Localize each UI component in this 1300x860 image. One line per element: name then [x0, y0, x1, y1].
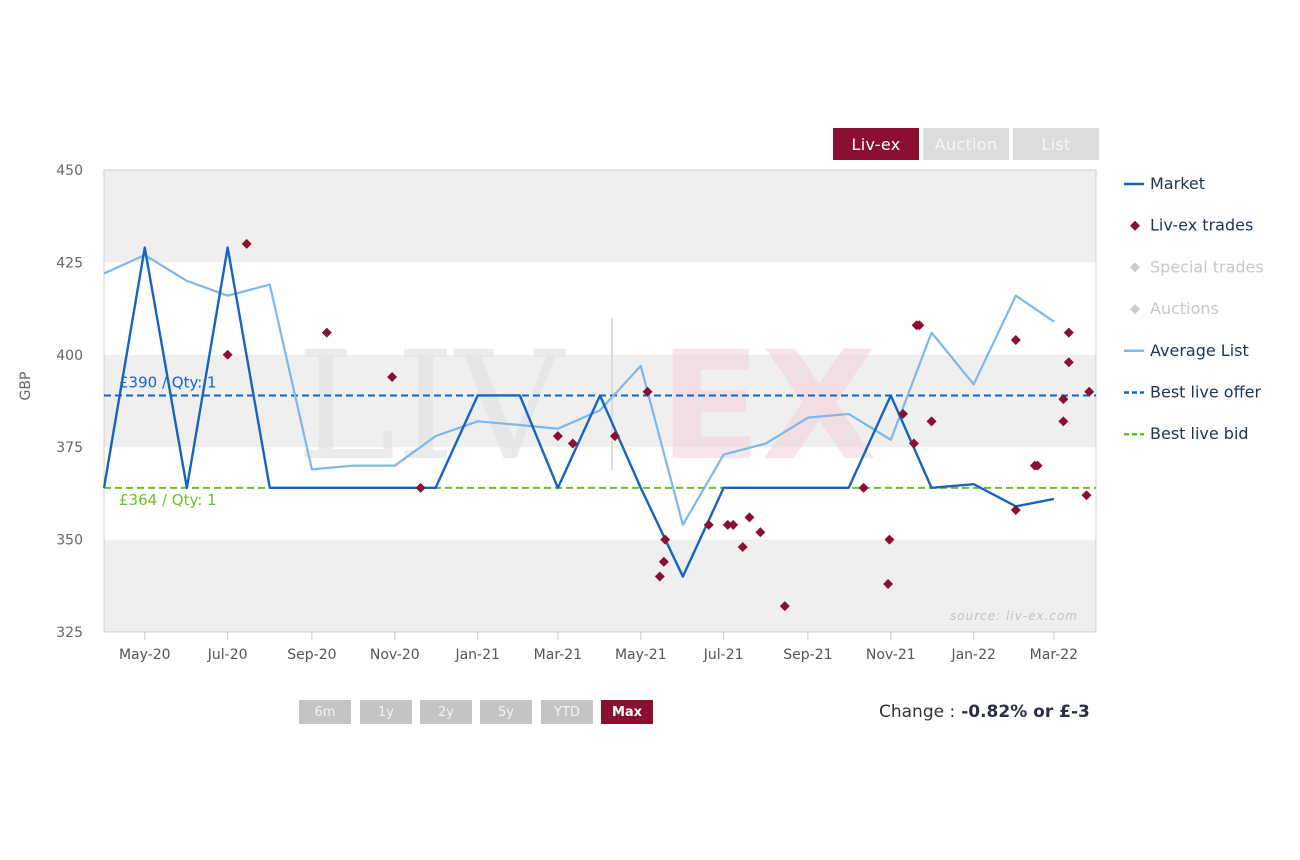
legend-item-label[interactable]: Best live offer — [1150, 383, 1261, 402]
legend-diamond-symbol — [1130, 304, 1140, 315]
trade-point — [241, 238, 252, 249]
trade-point — [567, 438, 578, 449]
y-tick-label: 450 — [56, 163, 83, 179]
trade-point — [858, 482, 869, 493]
trade-point — [1063, 327, 1074, 338]
change-readout: Change : -0.82% or £-3 — [879, 700, 1090, 724]
y-axis-label: GBP — [18, 372, 34, 401]
range-5y-button[interactable]: 5y — [480, 700, 532, 724]
trade-point — [744, 512, 755, 523]
trade-point — [658, 556, 669, 567]
market-line — [102, 246, 1055, 578]
plot-band — [104, 539, 1096, 632]
trade-point — [1010, 335, 1021, 346]
trade-point — [609, 431, 620, 442]
y-tick-label: 325 — [56, 625, 83, 641]
trade-point — [552, 431, 563, 442]
plot-frame — [103, 169, 1097, 633]
legend-item-label[interactable]: Best live bid — [1150, 424, 1249, 443]
legend-item-label[interactable]: Liv-ex trades — [1150, 216, 1253, 235]
range-6m-button[interactable]: 6m — [299, 700, 351, 724]
tab-list[interactable]: List — [1013, 128, 1099, 160]
best-bid-label: £364 / Qty: 1 — [119, 491, 217, 509]
range-max-button[interactable]: Max — [601, 700, 653, 724]
x-tick-label: Jul-21 — [703, 647, 744, 663]
plot-band — [104, 354, 1096, 448]
plot-band — [104, 447, 1096, 540]
legend-item-label[interactable]: Market — [1150, 174, 1205, 193]
legend-item-label[interactable]: Average List — [1150, 341, 1249, 360]
trade-point — [660, 534, 671, 545]
trade-point — [1032, 460, 1043, 471]
trade-point — [1084, 386, 1095, 397]
x-tick-label: Nov-20 — [370, 647, 420, 663]
y-tick-label: 400 — [56, 348, 83, 364]
plot-band — [104, 170, 1096, 263]
y-tick-label: 375 — [56, 440, 83, 456]
x-tick-label: Jul-20 — [207, 647, 248, 663]
x-tick-label: Jan-21 — [454, 647, 499, 663]
trade-point — [321, 327, 332, 338]
trade-point — [883, 578, 894, 589]
x-tick-label: May-20 — [119, 647, 171, 663]
x-tick-label: Mar-21 — [534, 647, 582, 663]
trade-point — [1063, 357, 1074, 368]
x-tick-label: Mar-22 — [1030, 647, 1078, 663]
plot-band — [104, 262, 1096, 355]
watermark-left: LIV — [296, 320, 566, 494]
trade-point — [722, 519, 733, 530]
x-tick-label: Sep-20 — [287, 647, 336, 663]
x-tick-label: Sep-21 — [783, 647, 832, 663]
trade-point — [1010, 505, 1021, 516]
change-label: Change : — [879, 702, 956, 722]
trade-point — [1058, 416, 1069, 427]
trade-point — [779, 601, 790, 612]
trade-point — [1081, 490, 1092, 501]
trade-point — [728, 519, 739, 530]
trade-point — [914, 320, 925, 331]
trade-point — [737, 541, 748, 552]
legend-item-label[interactable]: Auctions — [1150, 299, 1219, 318]
trade-point — [642, 386, 653, 397]
tab-liv-ex[interactable]: Liv-ex — [833, 128, 919, 160]
trade-point — [703, 519, 714, 530]
legend-diamond-symbol — [1130, 220, 1140, 231]
y-tick-label: 425 — [56, 255, 83, 271]
trade-point — [884, 534, 895, 545]
legend-item-label[interactable]: Special trades — [1150, 257, 1264, 276]
trade-point — [898, 408, 909, 419]
trade-point — [654, 571, 665, 582]
trade-point — [387, 371, 398, 382]
x-tick-label: May-21 — [615, 647, 667, 663]
trade-point — [926, 416, 937, 427]
x-tick-label: Jan-22 — [950, 647, 995, 663]
range-ytd-button[interactable]: YTD — [541, 700, 593, 724]
y-tick-label: 350 — [56, 533, 83, 549]
trade-point — [1058, 394, 1069, 405]
average-list-line — [103, 253, 1055, 526]
trade-point — [755, 527, 766, 538]
trade-point — [908, 438, 919, 449]
trade-point — [415, 482, 426, 493]
trade-point — [222, 349, 233, 360]
range-1y-button[interactable]: 1y — [360, 700, 412, 724]
change-value: -0.82% or £-3 — [961, 702, 1090, 722]
tab-auction[interactable]: Auction — [923, 128, 1009, 160]
source-note: source: liv-ex.com — [950, 609, 1078, 623]
watermark-right: EX — [659, 320, 877, 494]
legend-diamond-symbol — [1130, 262, 1140, 273]
x-tick-label: Nov-21 — [866, 647, 916, 663]
range-2y-button[interactable]: 2y — [420, 700, 472, 724]
